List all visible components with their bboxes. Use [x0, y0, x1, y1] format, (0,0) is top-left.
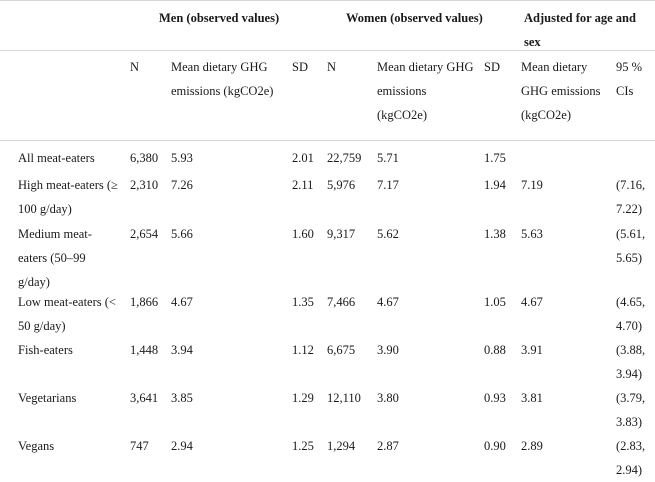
cell-women-mean: 5.62: [377, 227, 399, 241]
row-label: Low meat-eaters (< 50 g/day): [18, 295, 116, 333]
cell-women-mean: 4.67: [377, 295, 399, 309]
cell-women-mean: 5.71: [377, 151, 399, 165]
cell-adj-ci: (7.16, 7.22): [616, 178, 646, 216]
cell-men-n: 6,380: [130, 151, 159, 165]
group-header-adjusted: Adjusted for age and sex: [524, 11, 636, 49]
cell-men-sd: 1.60: [292, 227, 314, 241]
cell-men-n: 1,866: [130, 295, 159, 309]
cell-adj-mean: 2.89: [521, 439, 543, 453]
cell-women-n: 12,110: [327, 391, 361, 405]
row-label: Vegetarians: [18, 391, 77, 405]
cell-adj-mean: 5.63: [521, 227, 543, 241]
cell-women-sd: 0.88: [484, 343, 506, 357]
cell-men-mean: 3.85: [171, 391, 193, 405]
group-header-rule: [0, 50, 655, 51]
cell-women-sd: 1.75: [484, 151, 506, 165]
cell-women-mean: 2.87: [377, 439, 399, 453]
cell-women-n: 9,317: [327, 227, 356, 241]
col-header-men-n: N: [130, 60, 140, 74]
cell-adj-mean: 3.91: [521, 343, 543, 357]
cell-men-mean: 5.93: [171, 151, 193, 165]
cell-men-mean: 3.94: [171, 343, 193, 357]
col-header-adj-ci: 95 % CIs: [616, 60, 643, 98]
cell-women-sd: 0.90: [484, 439, 506, 453]
cell-women-n: 22,759: [327, 151, 362, 165]
cell-men-n: 2,654: [130, 227, 159, 241]
row-label: High meat-eaters (≥ 100 g/day): [18, 178, 118, 216]
cell-men-sd: 2.11: [292, 178, 314, 192]
cell-women-n: 1,294: [327, 439, 356, 453]
cell-men-mean: 7.26: [171, 178, 193, 192]
cell-women-mean: 3.90: [377, 343, 399, 357]
cell-men-sd: 1.25: [292, 439, 314, 453]
cell-men-sd: 1.35: [292, 295, 314, 309]
cell-men-n: 1,448: [130, 343, 159, 357]
col-header-men-sd: SD: [292, 60, 308, 74]
top-rule: [0, 0, 655, 1]
cell-men-n: 3,641: [130, 391, 159, 405]
cell-men-mean: 2.94: [171, 439, 193, 453]
cell-adj-mean: 7.19: [521, 178, 543, 192]
cell-women-n: 6,675: [327, 343, 356, 357]
cell-women-sd: 1.94: [484, 178, 506, 192]
cell-women-sd: 0.93: [484, 391, 506, 405]
cell-men-mean: 4.67: [171, 295, 193, 309]
cell-women-sd: 1.05: [484, 295, 506, 309]
cell-women-sd: 1.38: [484, 227, 506, 241]
cell-adj-ci: (3.88, 3.94): [616, 343, 646, 381]
column-header-rule: [0, 140, 655, 141]
cell-men-sd: 2.01: [292, 151, 314, 165]
cell-men-sd: 1.29: [292, 391, 314, 405]
group-header-men: Men (observed values): [159, 11, 280, 25]
cell-women-n: 5,976: [327, 178, 356, 192]
group-header-women: Women (observed values): [346, 11, 483, 25]
col-header-women-mean: Mean dietary GHG emissions (kgCO2e): [377, 60, 474, 122]
cell-adj-ci: (2.83, 2.94): [616, 439, 646, 477]
cell-adj-ci: (4.65, 4.70): [616, 295, 646, 333]
cell-women-n: 7,466: [327, 295, 356, 309]
cell-women-mean: 3.80: [377, 391, 399, 405]
row-label: Fish-eaters: [18, 343, 73, 357]
row-label: Vegans: [18, 439, 55, 453]
cell-adj-ci: (3.79, 3.83): [616, 391, 646, 429]
col-header-adj-mean: Mean dietary GHG emissions (kgCO2e): [521, 60, 601, 122]
cell-adj-ci: (5.61, 5.65): [616, 227, 646, 265]
cell-adj-mean: 4.67: [521, 295, 543, 309]
row-label: All meat-eaters: [18, 151, 95, 165]
cell-men-sd: 1.12: [292, 343, 314, 357]
cell-men-mean: 5.66: [171, 227, 193, 241]
cell-men-n: 747: [130, 439, 149, 453]
cell-women-mean: 7.17: [377, 178, 399, 192]
cell-men-n: 2,310: [130, 178, 159, 192]
col-header-women-sd: SD: [484, 60, 500, 74]
row-label: Medium meat-eaters (50–99 g/day): [18, 227, 92, 289]
cell-adj-mean: 3.81: [521, 391, 543, 405]
col-header-women-n: N: [327, 60, 337, 74]
col-header-men-mean: Mean dietary GHG emissions (kgCO2e): [171, 60, 274, 98]
